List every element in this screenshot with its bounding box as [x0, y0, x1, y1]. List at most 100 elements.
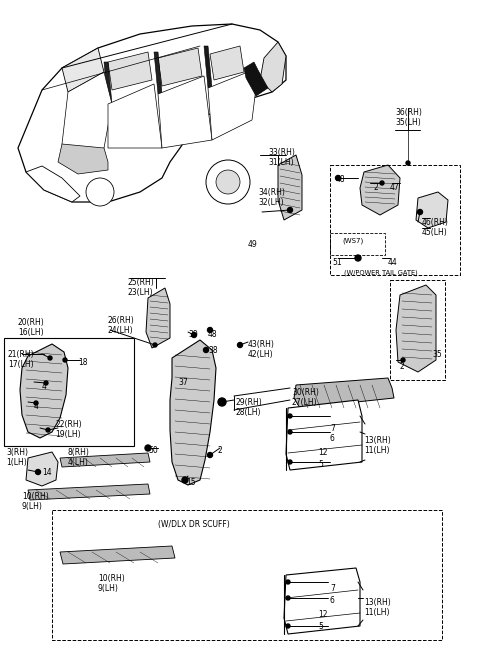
Text: 25(RH): 25(RH) [128, 278, 155, 287]
Text: 6: 6 [330, 434, 335, 443]
Text: 43(RH): 43(RH) [248, 340, 275, 349]
Text: 5: 5 [318, 622, 323, 631]
Text: 16(LH): 16(LH) [18, 328, 44, 337]
Text: 39: 39 [188, 330, 198, 339]
Polygon shape [204, 46, 212, 88]
Text: 26(RH): 26(RH) [108, 316, 135, 325]
Text: 38: 38 [208, 346, 217, 355]
Polygon shape [210, 46, 244, 80]
Text: 17(LH): 17(LH) [8, 360, 34, 369]
Polygon shape [416, 192, 448, 228]
Polygon shape [62, 72, 112, 158]
Circle shape [192, 333, 196, 337]
Text: 33(RH): 33(RH) [268, 148, 295, 157]
Text: 11(LH): 11(LH) [364, 446, 389, 455]
Text: 7: 7 [330, 424, 335, 433]
Circle shape [216, 170, 240, 194]
Circle shape [380, 181, 384, 185]
Text: 4: 4 [42, 382, 47, 391]
Text: 48: 48 [336, 175, 346, 184]
Polygon shape [170, 340, 216, 485]
Text: 13(RH): 13(RH) [364, 436, 391, 445]
Text: 9(LH): 9(LH) [98, 584, 119, 593]
Polygon shape [58, 144, 108, 174]
Text: 42(LH): 42(LH) [248, 350, 274, 359]
Text: 23(LH): 23(LH) [128, 288, 154, 297]
Text: 37: 37 [178, 378, 188, 387]
Text: (W/POWER TAIL GATE): (W/POWER TAIL GATE) [344, 270, 418, 276]
Text: 10(RH): 10(RH) [22, 492, 49, 501]
Circle shape [286, 596, 290, 600]
Text: 51: 51 [332, 258, 342, 267]
Text: 19(LH): 19(LH) [55, 430, 81, 439]
Circle shape [86, 178, 114, 206]
Text: 34(RH): 34(RH) [258, 188, 285, 197]
Bar [330, 233, 385, 255]
Polygon shape [28, 484, 150, 500]
Circle shape [218, 398, 226, 406]
Circle shape [145, 445, 151, 451]
Text: 36(RH): 36(RH) [395, 108, 422, 117]
Text: 31(LH): 31(LH) [268, 158, 294, 167]
Text: 3(RH): 3(RH) [6, 448, 28, 457]
Text: 10(RH): 10(RH) [98, 574, 125, 583]
Polygon shape [104, 62, 112, 104]
Circle shape [286, 624, 290, 628]
Text: (WS7): (WS7) [342, 238, 363, 245]
Circle shape [63, 358, 67, 362]
Circle shape [288, 414, 292, 418]
Text: 2: 2 [400, 362, 405, 371]
Text: 44: 44 [388, 258, 398, 267]
Text: 24(LH): 24(LH) [108, 326, 133, 335]
Text: 2: 2 [218, 446, 223, 455]
Text: 15: 15 [186, 478, 196, 487]
Text: 8(RH): 8(RH) [68, 448, 90, 457]
Polygon shape [146, 288, 170, 348]
Bar [330, 165, 460, 275]
Circle shape [34, 401, 38, 405]
Polygon shape [284, 568, 360, 634]
Circle shape [48, 356, 52, 360]
Polygon shape [26, 452, 58, 486]
Text: 22(RH): 22(RH) [55, 420, 82, 429]
Text: 14: 14 [42, 468, 52, 477]
Circle shape [401, 358, 405, 362]
Circle shape [44, 381, 48, 385]
Text: 12: 12 [318, 448, 327, 457]
Text: 35: 35 [432, 350, 442, 359]
Text: 30(RH): 30(RH) [292, 388, 319, 397]
Text: 50: 50 [148, 446, 158, 455]
Polygon shape [286, 400, 362, 470]
Circle shape [206, 160, 250, 204]
Text: 48: 48 [208, 330, 217, 339]
Text: 6: 6 [330, 596, 335, 605]
Text: 21(RH): 21(RH) [8, 350, 35, 359]
Text: 5: 5 [318, 460, 323, 469]
Bar [390, 280, 445, 380]
Text: 2: 2 [374, 183, 379, 192]
Polygon shape [208, 72, 256, 140]
Polygon shape [158, 76, 212, 148]
Polygon shape [294, 378, 394, 408]
Circle shape [406, 161, 410, 165]
Circle shape [288, 460, 292, 464]
Polygon shape [244, 62, 268, 96]
Text: 46(RH): 46(RH) [422, 218, 449, 227]
Polygon shape [20, 344, 68, 438]
Text: 18: 18 [78, 358, 87, 367]
Circle shape [286, 580, 290, 584]
Text: 35(LH): 35(LH) [395, 118, 421, 127]
Text: 13(RH): 13(RH) [364, 598, 391, 607]
Circle shape [207, 453, 213, 457]
Polygon shape [154, 52, 162, 94]
Polygon shape [60, 546, 175, 564]
Polygon shape [26, 166, 80, 202]
Text: 49: 49 [248, 240, 258, 249]
Circle shape [336, 176, 340, 180]
Polygon shape [260, 42, 286, 92]
Text: 45(LH): 45(LH) [422, 228, 448, 237]
Text: 9(LH): 9(LH) [22, 502, 43, 511]
Circle shape [36, 470, 40, 474]
Text: 4: 4 [34, 402, 39, 411]
Text: 1(LH): 1(LH) [6, 458, 27, 467]
